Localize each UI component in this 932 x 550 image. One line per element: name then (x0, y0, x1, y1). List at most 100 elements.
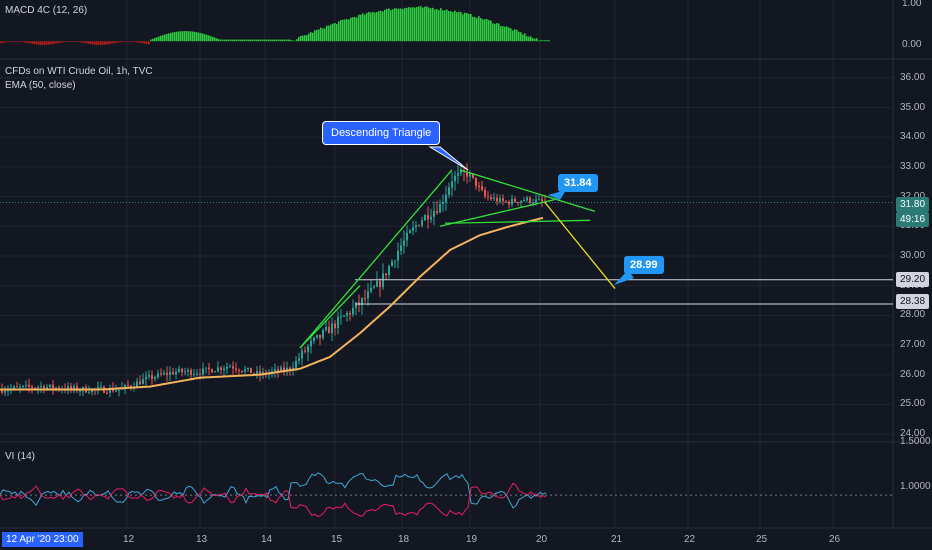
macd-bar (262, 39, 264, 42)
pattern-line (299, 285, 361, 349)
price-tick: 33.00 (900, 160, 926, 172)
macd-bar (272, 39, 274, 42)
macd-bar (268, 39, 270, 42)
macd-bar (528, 36, 530, 42)
vortex-indicator (0, 472, 893, 518)
candle-body (451, 181, 453, 188)
vi-tick: 1.5000 (900, 436, 931, 447)
candle-body (469, 173, 471, 177)
candle-body (205, 367, 207, 369)
macd-bar (348, 19, 350, 42)
macd-bar (266, 39, 268, 42)
macd-bar (242, 39, 244, 42)
macd-bar (292, 40, 294, 42)
pattern-callout[interactable]: Descending Triangle (322, 121, 441, 145)
macd-bar (366, 12, 368, 42)
price-tick: 25.00 (900, 398, 926, 410)
candle-body (31, 386, 33, 388)
macd-bar (208, 35, 210, 42)
macd-bar (500, 26, 502, 42)
macd-bar (202, 33, 204, 42)
target-tag-top[interactable]: 31.84 (558, 174, 598, 192)
macd-bar (548, 40, 550, 42)
macd-bar (86, 41, 88, 44)
macd-bar (298, 36, 300, 42)
symbol-title[interactable]: CFDs on WTI Crude Oil, 1h, TVC (5, 66, 153, 77)
macd-bar (114, 41, 116, 44)
macd-bar (214, 37, 216, 42)
macd-bar (358, 14, 360, 42)
candle-body (223, 368, 225, 370)
candle-body (445, 194, 447, 203)
price-tick: 36.00 (900, 71, 926, 83)
macd-bar (46, 41, 48, 45)
macd-bar (448, 11, 450, 42)
macd-histogram (0, 6, 550, 45)
macd-bar (56, 41, 58, 44)
macd-bar (480, 18, 482, 42)
macd-bar (456, 12, 458, 42)
macd-bar (68, 41, 70, 42)
macd-bar (534, 38, 536, 42)
macd-bar (538, 40, 540, 42)
macd-bar (458, 11, 460, 42)
macd-bar (416, 7, 418, 42)
macd-bar (164, 34, 166, 42)
candle-body (70, 386, 72, 389)
target-tag-bottom[interactable]: 28.99 (624, 256, 664, 274)
candle-body (124, 384, 126, 388)
candle-body (145, 376, 147, 380)
candlestick-series (1, 163, 546, 398)
candle-body (493, 197, 495, 200)
macd-bar (92, 41, 94, 45)
macd-bar (464, 12, 466, 42)
macd-bar (238, 39, 240, 42)
macd-bar (54, 41, 56, 44)
macd-bar (252, 39, 254, 42)
candle-body (424, 215, 426, 221)
price-tick: 28.00 (900, 309, 926, 321)
macd-bar (376, 12, 378, 42)
candle-body (280, 367, 282, 372)
macd-bar (494, 23, 496, 42)
macd-bar (210, 36, 212, 42)
candle-body (142, 379, 144, 385)
candle-body (370, 287, 372, 292)
candle-body (316, 334, 318, 338)
date-tick: 26 (829, 534, 841, 545)
macd-bar (276, 39, 278, 42)
candle-body (43, 386, 45, 390)
macd-bar (32, 41, 34, 44)
candle-body (298, 358, 300, 361)
macd-bar (392, 9, 394, 42)
macd-bar (426, 6, 428, 42)
macd-bar (64, 41, 66, 43)
macd-bar (360, 14, 362, 42)
candle-body (406, 232, 408, 241)
candle-body (457, 173, 459, 176)
macd-bar (34, 41, 36, 45)
macd-bar (290, 39, 292, 42)
candle-body (295, 360, 297, 368)
macd-bar (484, 19, 486, 42)
macd-bar (514, 29, 516, 42)
macd-bar (196, 32, 198, 42)
candle-body (178, 368, 180, 372)
candle-body (220, 367, 222, 370)
macd-bar (128, 41, 130, 42)
macd-bar (220, 39, 222, 42)
candle-body (421, 220, 423, 226)
candle-body (346, 313, 348, 316)
macd-bar (506, 26, 508, 42)
candle-body (247, 367, 249, 370)
candle-body (478, 185, 480, 187)
macd-bar (468, 13, 470, 42)
macd-bar (150, 39, 152, 42)
macd-bar (166, 33, 168, 42)
macd-bar (524, 33, 526, 42)
macd-bar (492, 23, 494, 42)
macd-bar (18, 41, 20, 42)
candle-body (517, 202, 519, 204)
macd-bar (120, 41, 122, 43)
